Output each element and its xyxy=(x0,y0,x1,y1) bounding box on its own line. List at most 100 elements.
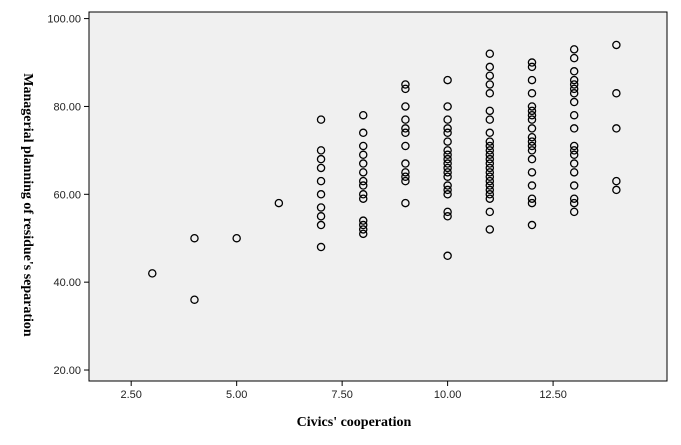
data-point xyxy=(569,45,579,54)
data-point xyxy=(443,146,452,155)
data-point xyxy=(443,137,452,146)
data-point xyxy=(443,115,452,124)
data-points xyxy=(148,40,621,304)
data-point xyxy=(358,216,368,225)
data-point xyxy=(274,198,284,208)
data-point xyxy=(527,137,537,146)
data-point xyxy=(316,242,326,252)
data-point xyxy=(316,212,326,221)
data-point xyxy=(316,220,326,230)
data-point xyxy=(316,203,326,212)
data-point xyxy=(443,163,452,173)
data-point xyxy=(569,181,579,190)
data-point xyxy=(443,124,452,133)
data-point xyxy=(443,185,452,195)
data-point xyxy=(527,110,537,120)
data-point xyxy=(569,84,579,94)
data-point xyxy=(401,172,410,181)
data-point xyxy=(401,102,410,111)
data-point xyxy=(401,80,410,89)
data-point xyxy=(485,115,495,124)
data-point xyxy=(527,141,537,151)
y-tick-label: 100.00 xyxy=(47,14,81,26)
y-tick-label: 40.00 xyxy=(53,277,81,289)
x-tick-label: 12.50 xyxy=(539,389,567,401)
data-point xyxy=(485,146,495,155)
data-point xyxy=(443,159,452,168)
x-axis-title: Civics' cooperation xyxy=(297,415,412,430)
data-point xyxy=(358,229,368,239)
y-axis: 20.00 40.00 60.00 80.00 100.00 xyxy=(47,14,89,377)
data-point xyxy=(190,295,199,304)
data-point xyxy=(401,198,410,208)
data-point xyxy=(485,163,495,173)
data-point xyxy=(527,132,537,142)
data-point xyxy=(485,141,495,151)
data-point xyxy=(358,220,368,230)
data-point xyxy=(485,106,495,116)
data-point xyxy=(485,137,495,146)
data-point xyxy=(358,176,368,186)
data-point xyxy=(569,75,579,85)
data-point xyxy=(358,128,368,138)
data-point xyxy=(443,172,452,181)
data-point xyxy=(569,198,579,208)
data-point xyxy=(485,71,495,80)
data-point xyxy=(485,176,495,186)
data-point xyxy=(401,84,410,94)
data-point xyxy=(401,128,410,138)
data-point xyxy=(401,115,410,124)
plot-area xyxy=(88,11,668,382)
data-point xyxy=(485,172,495,181)
data-point xyxy=(485,150,495,160)
x-tick-label: 2.50 xyxy=(120,389,141,401)
data-point xyxy=(443,212,452,221)
x-tick-label: 5.00 xyxy=(226,389,247,401)
data-point xyxy=(485,225,495,234)
data-point xyxy=(612,89,621,98)
data-point xyxy=(527,198,537,208)
data-point xyxy=(443,190,452,199)
data-point xyxy=(316,190,326,199)
data-point xyxy=(485,168,495,177)
data-point xyxy=(485,185,495,195)
data-point xyxy=(569,150,579,160)
data-point xyxy=(569,141,579,151)
x-axis: 2.50 5.00 7.50 10.00 12.50 xyxy=(120,381,567,401)
data-point xyxy=(569,146,579,155)
data-point xyxy=(443,75,452,85)
y-tick-label: 60.00 xyxy=(53,189,81,201)
data-point xyxy=(485,89,495,98)
data-point xyxy=(527,89,537,98)
data-point xyxy=(569,194,579,203)
data-point xyxy=(527,62,537,72)
data-point xyxy=(358,168,368,177)
data-point xyxy=(569,110,579,120)
data-point xyxy=(527,106,537,116)
data-point xyxy=(358,150,368,160)
data-point xyxy=(443,150,452,160)
data-point xyxy=(569,124,579,133)
y-tick-label: 80.00 xyxy=(53,101,81,113)
data-point xyxy=(358,181,368,190)
x-tick-label: 10.00 xyxy=(434,389,462,401)
data-point xyxy=(358,110,368,120)
data-point xyxy=(485,207,495,217)
data-point xyxy=(527,220,537,230)
data-point xyxy=(358,190,368,199)
data-point xyxy=(527,154,537,164)
data-point xyxy=(401,168,410,177)
data-point xyxy=(358,141,368,151)
data-point xyxy=(316,176,326,186)
data-point xyxy=(527,102,537,111)
data-point xyxy=(612,124,621,133)
data-point xyxy=(527,194,537,203)
data-point xyxy=(569,159,579,168)
data-point xyxy=(569,168,579,177)
data-point xyxy=(527,75,537,85)
data-point xyxy=(443,251,452,261)
data-point xyxy=(485,181,495,190)
data-point xyxy=(401,159,410,168)
data-point xyxy=(527,115,537,124)
